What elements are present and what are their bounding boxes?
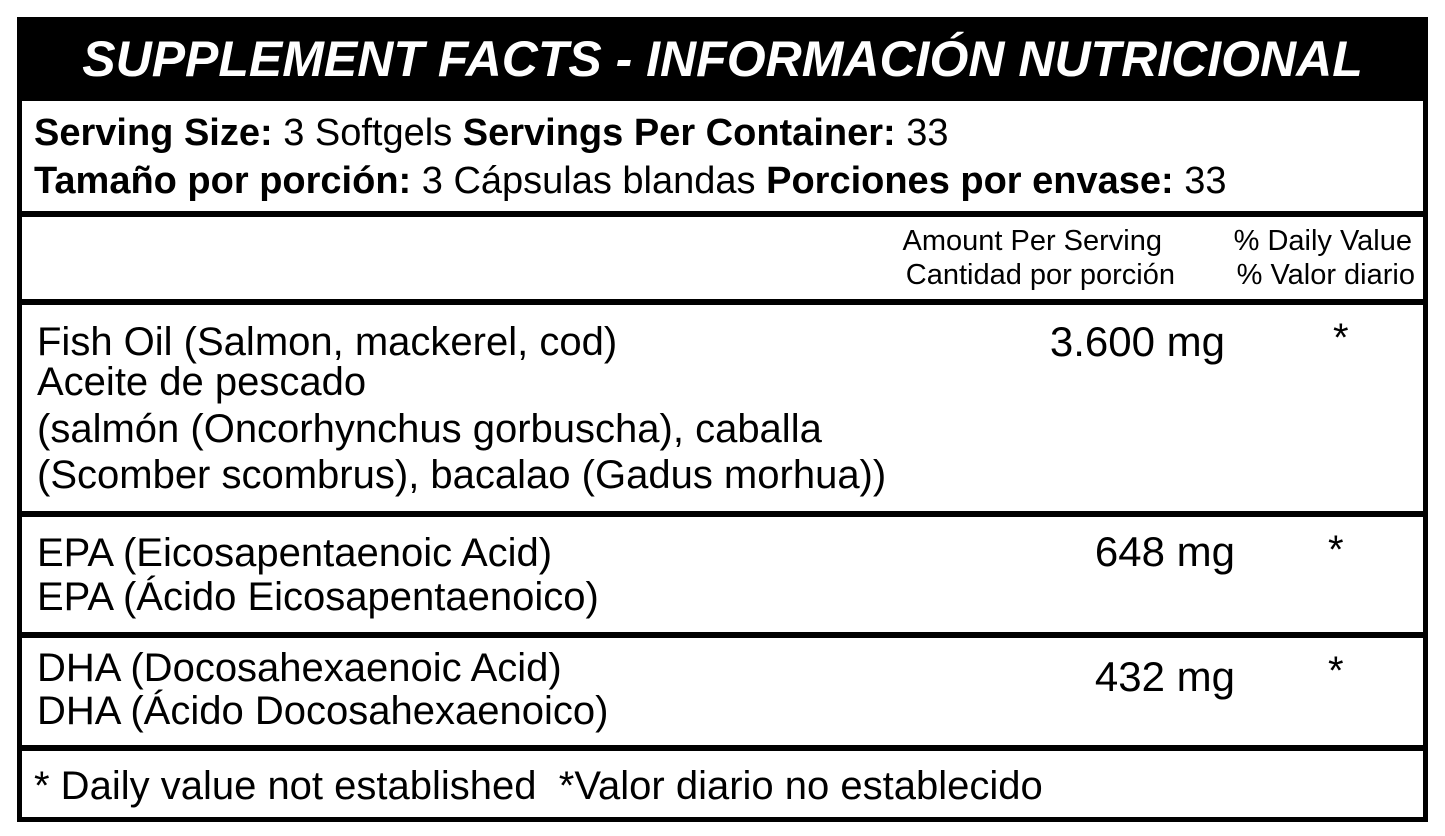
daily-value: * xyxy=(1328,528,1344,572)
divider xyxy=(17,511,1428,517)
amount: 648 mg xyxy=(1094,528,1235,575)
ingredient-name: (Scomber scombrus), bacalao (Gadus morhu… xyxy=(37,453,887,497)
ingredient-name: (salmón (Oncorhynchus gorbuscha), caball… xyxy=(37,407,822,451)
column-header: Cantidad por porción xyxy=(905,259,1175,291)
ingredient-name: DHA (Ácido Docosahexaenoico) xyxy=(37,689,609,733)
divider xyxy=(17,299,1428,305)
title: SUPPLEMENT FACTS - INFORMACIÓN NUTRICION… xyxy=(82,31,1363,87)
title-bar xyxy=(17,17,1428,101)
column-header: Amount Per Serving xyxy=(902,225,1162,257)
daily-value: * xyxy=(1333,316,1349,360)
serving-line: Serving Size: 3 Softgels Servings Per Co… xyxy=(34,114,949,152)
footnote: * Daily value not established *Valor dia… xyxy=(34,764,1043,808)
servings: 33 xyxy=(906,112,949,154)
ingredient-name: DHA (Docosahexaenoic Acid) xyxy=(37,646,562,690)
amount: 3.600 mg xyxy=(1049,318,1225,365)
serving-size-label: Tamaño por porción: xyxy=(34,160,412,202)
column-header: % Daily Value xyxy=(1233,225,1412,257)
column-header: % Valor diario xyxy=(1236,259,1415,291)
servings-label: Servings Per Container: xyxy=(462,112,896,154)
divider xyxy=(17,211,1428,217)
servings-label: Porciones por envase: xyxy=(766,160,1174,202)
ingredient-name: Aceite de pescado xyxy=(37,360,367,404)
amount: 432 mg xyxy=(1094,653,1235,700)
serving-size-label: Serving Size: xyxy=(34,112,273,154)
serving-size: 3 Cápsulas blandas xyxy=(421,160,756,202)
ingredient-name: EPA (Ácido Eicosapentaenoico) xyxy=(37,575,599,619)
divider xyxy=(17,632,1428,638)
ingredient-name: EPA (Eicosapentaenoic Acid) xyxy=(37,531,553,575)
divider xyxy=(17,745,1428,751)
daily-value: * xyxy=(1328,649,1344,693)
ingredient-name: Fish Oil (Salmon, mackerel, cod) xyxy=(37,320,618,364)
serving-size: 3 Softgels xyxy=(283,112,453,154)
servings: 33 xyxy=(1184,160,1227,202)
serving-line: Tamaño por porción: 3 Cápsulas blandas P… xyxy=(34,162,1227,200)
